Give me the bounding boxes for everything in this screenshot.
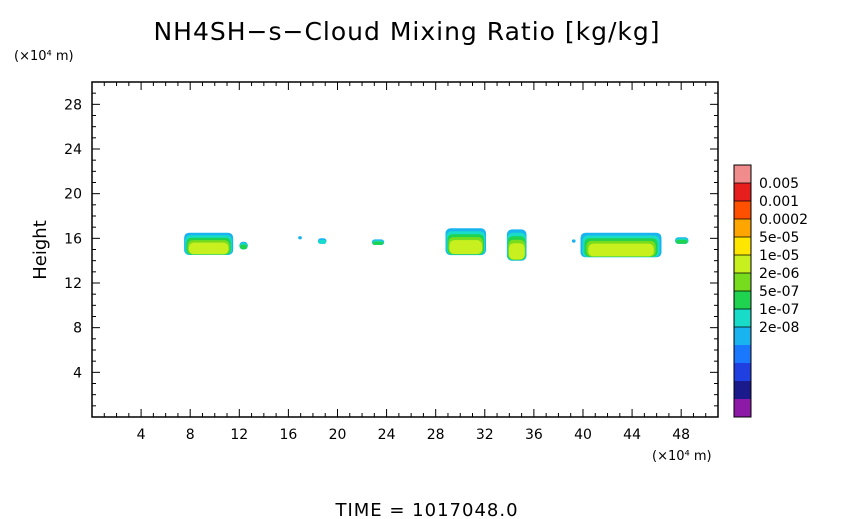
colorbar-swatch (734, 183, 751, 201)
cloud-region (675, 237, 689, 244)
colorbar-label: 2e-08 (759, 320, 799, 336)
colorbar-swatch (734, 309, 751, 327)
cloud-field (184, 228, 689, 261)
cloud-level-2e-08 (298, 236, 302, 240)
cloud-level-5e-07 (240, 244, 248, 250)
cloud-region (317, 238, 327, 244)
colorbar-swatch (734, 219, 751, 237)
cloud-level-1e-05 (508, 243, 525, 260)
colorbar: 0.005 0.001 0.0002 5e-05 1e-05 2e-06 5e-07 1e-0… (733, 164, 808, 418)
colorbar-label: 5e-07 (759, 284, 799, 300)
colorbar-swatch (734, 345, 751, 363)
colorbar-swatch (734, 255, 751, 273)
cloud-region (445, 228, 486, 256)
cloud-level-1e-07 (318, 239, 326, 244)
y-tick-label: 12 (64, 276, 82, 292)
colorbar-label: 1e-05 (759, 248, 799, 264)
x-tick-label: 28 (427, 427, 445, 443)
x-tick-label: 40 (574, 427, 592, 443)
cloud-level-2e-08 (571, 239, 576, 243)
x-axis-unit: (×10⁴ m) (652, 449, 712, 464)
x-tick-label: 12 (230, 427, 248, 443)
cloud-level-1e-05 (449, 240, 483, 254)
y-tick-label: 28 (64, 97, 82, 113)
y-tick-label: 4 (73, 365, 82, 381)
y-tick-label: 24 (64, 142, 82, 158)
x-tick-label: 4 (137, 427, 146, 443)
y-tick-label: 8 (73, 321, 82, 337)
x-tick-label: 24 (378, 427, 396, 443)
cloud-level-1e-05 (188, 242, 229, 255)
cloud-region (298, 236, 302, 240)
x-tick-label: 48 (672, 427, 690, 443)
cloud-region (371, 239, 385, 245)
y-tick-label: 16 (64, 231, 82, 247)
colorbar-swatch (734, 201, 751, 219)
colorbar-label: 2e-06 (759, 266, 799, 282)
colorbar-label: 0.001 (759, 194, 799, 210)
colorbar-swatch (734, 399, 751, 417)
colorbar-label: 5e-05 (759, 230, 799, 246)
colorbar-swatch (734, 165, 751, 183)
y-tick-label: 20 (64, 187, 82, 203)
y-axis-unit: (×10⁴ m) (14, 49, 74, 64)
cloud-level-1e-05 (588, 243, 654, 257)
x-tick-label: 20 (329, 427, 347, 443)
cloud-region (239, 241, 248, 250)
colorbar-swatch (734, 363, 751, 381)
cloud-region (506, 229, 527, 261)
cloud-level-5e-07 (372, 241, 384, 245)
colorbar-swatch (734, 381, 751, 399)
x-tick-label: 36 (525, 427, 543, 443)
cloud-region (580, 232, 662, 258)
cloud-region (184, 232, 234, 255)
colorbar-swatch (734, 237, 751, 255)
cloud-region (571, 239, 576, 243)
colorbar-swatch (734, 327, 751, 345)
colorbar-label: 0.005 (759, 176, 799, 192)
time-footer: TIME = 1017048.0 (334, 500, 518, 519)
colorbar-swatch (734, 273, 751, 291)
y-axis-label: Height (30, 220, 51, 280)
cloud-level-5e-07 (676, 239, 688, 244)
colorbar-label: 0.0002 (759, 212, 808, 228)
x-tick-label: 44 (623, 427, 641, 443)
colorbar-label: 1e-07 (759, 302, 799, 318)
x-tick-label: 32 (476, 427, 494, 443)
colorbar-swatch (734, 291, 751, 309)
x-tick-label: 16 (279, 427, 297, 443)
x-tick-label: 8 (186, 427, 195, 443)
chart-title: NH4SH−s−Cloud Mixing Ratio [kg/kg] (153, 17, 660, 46)
